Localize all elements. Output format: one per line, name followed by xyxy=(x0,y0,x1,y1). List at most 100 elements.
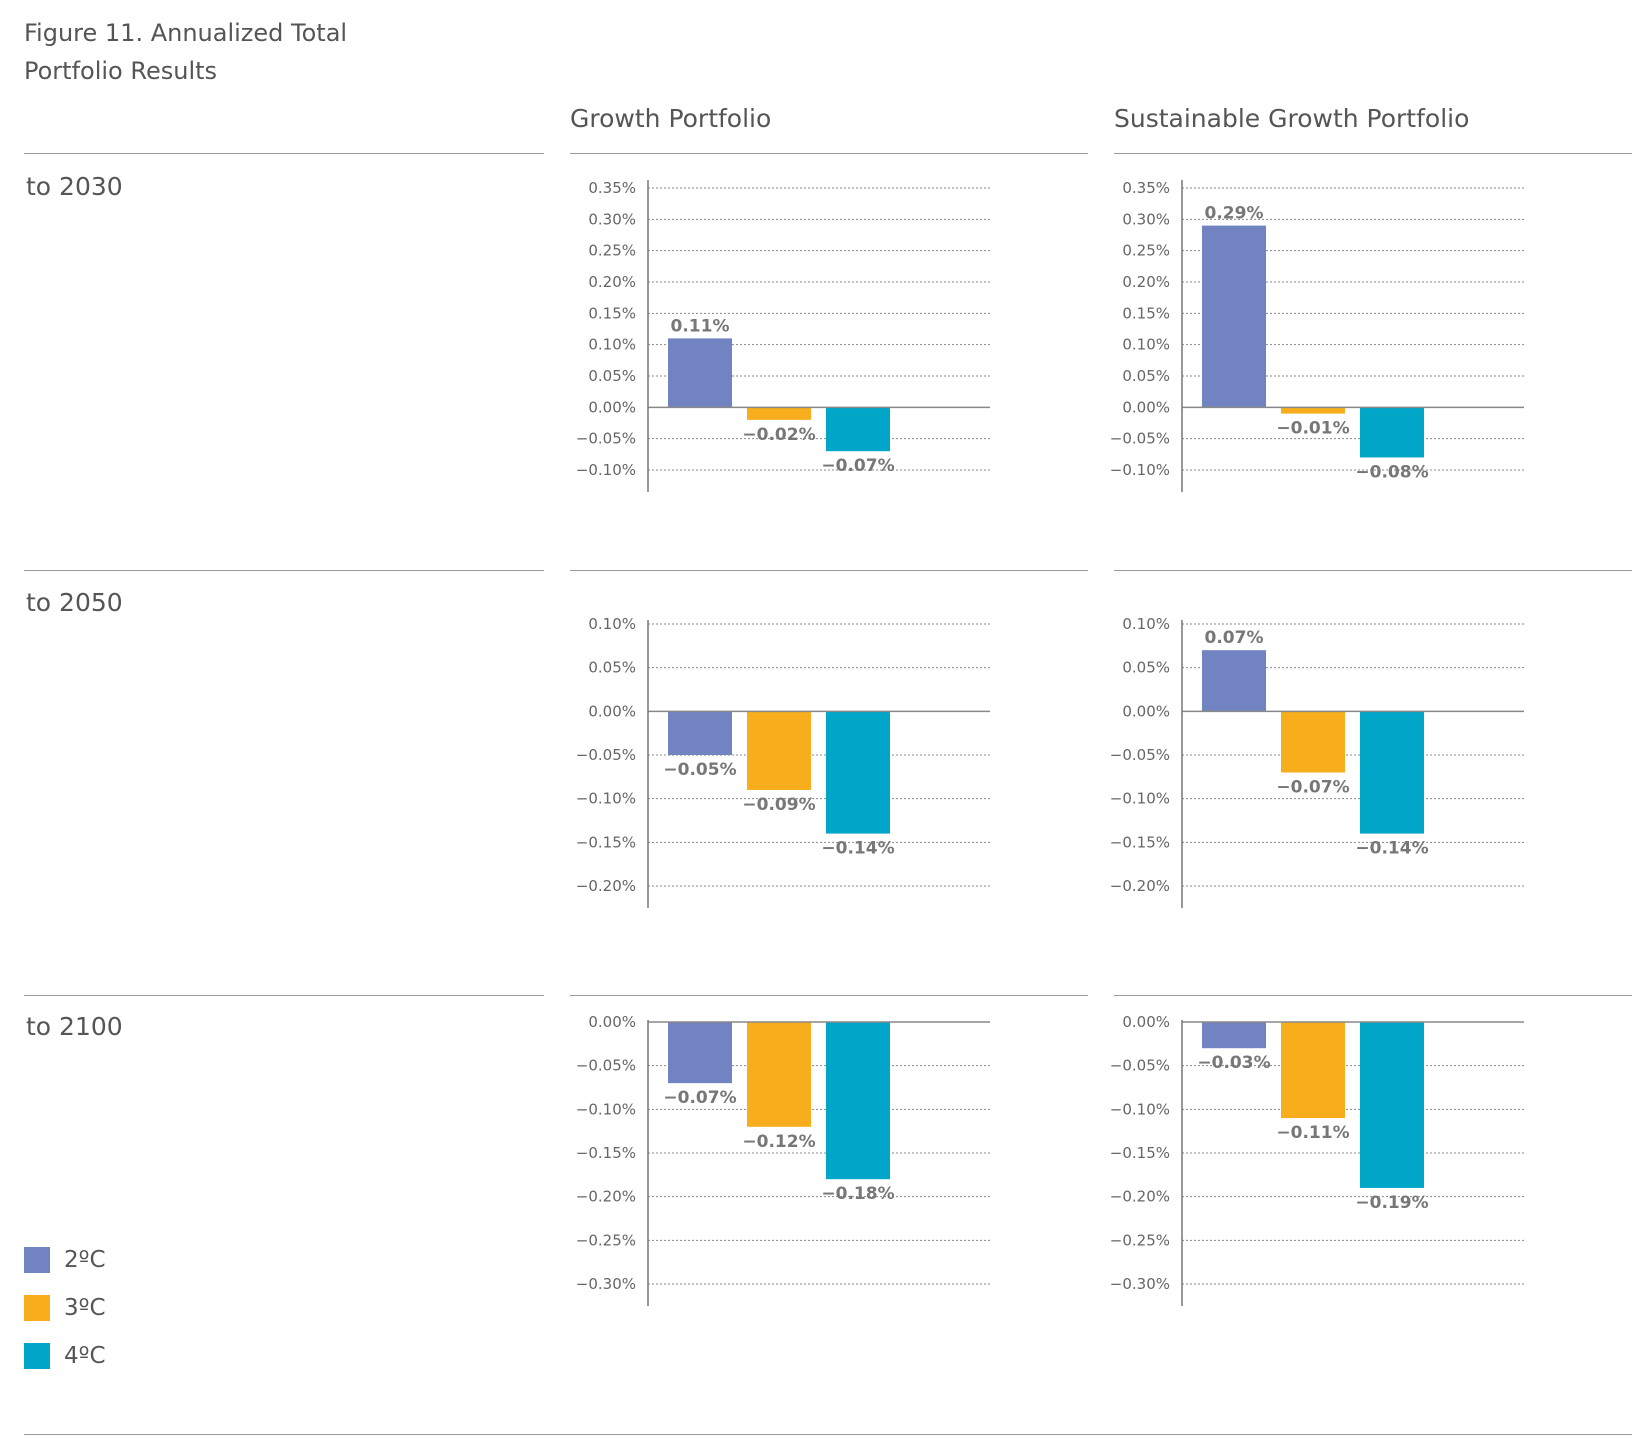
y-tick-label: 0.10% xyxy=(588,336,636,354)
data-label: −0.14% xyxy=(821,839,894,859)
data-label: −0.12% xyxy=(742,1132,815,1152)
y-tick-label: −0.15% xyxy=(1110,833,1170,851)
y-tick-label: −0.25% xyxy=(576,1231,636,1249)
y-tick-label: −0.20% xyxy=(576,877,636,895)
y-tick-label: −0.15% xyxy=(576,1144,636,1162)
data-label: 0.29% xyxy=(1205,204,1264,224)
y-tick-label: 0.35% xyxy=(588,179,636,197)
legend: 2ºC 3ºC 4ºC xyxy=(24,1236,106,1380)
y-tick-label: −0.10% xyxy=(576,790,636,808)
y-tick-label: 0.00% xyxy=(588,398,636,416)
legend-swatch-3c xyxy=(24,1295,50,1321)
data-label: −0.09% xyxy=(742,795,815,815)
bar xyxy=(1202,1022,1266,1049)
bar xyxy=(1360,407,1424,458)
bar xyxy=(668,1022,732,1084)
y-tick-label: 0.00% xyxy=(588,702,636,720)
y-tick-label: 0.10% xyxy=(1122,615,1170,633)
y-tick-label: 0.05% xyxy=(588,659,636,677)
y-tick-label: −0.10% xyxy=(1110,1100,1170,1118)
data-label: 0.11% xyxy=(671,316,730,336)
data-label: 0.07% xyxy=(1205,628,1264,648)
chart-2030-growth: 0.35% 0.30% 0.25% 0.20% 0.15% 0.10% 0.05% 0.00%… xyxy=(576,179,990,492)
bar xyxy=(668,711,732,755)
divider xyxy=(570,153,1088,154)
y-tick-label: −0.05% xyxy=(576,746,636,764)
bar xyxy=(1281,1022,1345,1119)
figure-title-line1: Figure 11. Annualized Total xyxy=(24,19,348,47)
y-tick-label: 0.10% xyxy=(1122,336,1170,354)
chart-2050-growth: 0.10% 0.05% 0.00% −0.05% −0.10% −0.15% −0.20% −… xyxy=(576,615,990,908)
data-label: −0.03% xyxy=(1197,1053,1270,1073)
data-label: −0.05% xyxy=(663,760,736,780)
y-tick-label: 0.20% xyxy=(588,273,636,291)
y-tick-label: 0.15% xyxy=(1122,304,1170,322)
divider xyxy=(1114,570,1632,571)
divider xyxy=(24,570,544,571)
y-tick-label: 0.00% xyxy=(588,1013,636,1031)
y-tick-label: 0.00% xyxy=(1122,1013,1170,1031)
legend-label: 2ºC xyxy=(64,1247,106,1273)
divider xyxy=(24,995,544,996)
divider xyxy=(24,1434,1632,1435)
y-tick-label: −0.20% xyxy=(1110,877,1170,895)
y-tick-label: −0.05% xyxy=(576,1057,636,1075)
legend-label: 4ºC xyxy=(64,1343,106,1369)
data-label: −0.08% xyxy=(1355,462,1428,482)
bar xyxy=(1202,225,1266,408)
bar xyxy=(1360,1022,1424,1188)
divider xyxy=(570,995,1088,996)
y-tick-label: 0.05% xyxy=(1122,659,1170,677)
legend-swatch-2c xyxy=(24,1247,50,1273)
legend-label: 3ºC xyxy=(64,1295,106,1321)
bar xyxy=(1202,650,1266,712)
y-tick-label: −0.10% xyxy=(1110,790,1170,808)
y-tick-label: −0.15% xyxy=(576,833,636,851)
data-label: −0.07% xyxy=(821,456,894,476)
figure-title-line2: Portfolio Results xyxy=(24,57,218,85)
y-tick-label: 0.00% xyxy=(1122,398,1170,416)
data-label: −0.02% xyxy=(742,425,815,445)
y-tick-label: 0.30% xyxy=(1122,210,1170,228)
data-label: −0.18% xyxy=(821,1184,894,1204)
y-tick-label: −0.10% xyxy=(1110,461,1170,479)
y-tick-label: 0.15% xyxy=(588,304,636,322)
legend-item: 4ºC xyxy=(24,1332,106,1380)
divider xyxy=(24,153,544,154)
data-label: −0.01% xyxy=(1276,419,1349,439)
y-tick-label: −0.05% xyxy=(576,430,636,448)
divider xyxy=(1114,995,1632,996)
y-tick-label: 0.25% xyxy=(1122,242,1170,260)
chart-2050-sustainable-growth: 0.10% 0.05% 0.00% −0.05% −0.10% −0.15% −0.20% 0… xyxy=(1110,615,1524,908)
y-tick-label: −0.15% xyxy=(1110,1144,1170,1162)
y-tick-label: 0.00% xyxy=(1122,702,1170,720)
row-label-2030: to 2030 xyxy=(26,172,123,201)
bar xyxy=(826,407,890,452)
legend-item: 2ºC xyxy=(24,1236,106,1284)
divider xyxy=(570,570,1088,571)
bar xyxy=(1360,711,1424,834)
bar xyxy=(1281,407,1345,414)
bar xyxy=(668,338,732,408)
y-tick-label: −0.05% xyxy=(1110,1057,1170,1075)
chart-2030-sustainable-growth: 0.35% 0.30% 0.25% 0.20% 0.15% 0.10% 0.05% 0.00%… xyxy=(1110,179,1524,492)
y-tick-label: 0.05% xyxy=(1122,367,1170,385)
y-tick-label: −0.05% xyxy=(1110,746,1170,764)
chart-2100-sustainable-growth: 0.00% −0.05% −0.10% −0.15% −0.20% −0.25% −0.30… xyxy=(1110,1013,1524,1306)
legend-item: 3ºC xyxy=(24,1284,106,1332)
y-tick-label: 0.10% xyxy=(588,615,636,633)
y-tick-label: −0.05% xyxy=(1110,430,1170,448)
data-label: −0.14% xyxy=(1355,839,1428,859)
figure-title: Figure 11. Annualized Total Portfolio Re… xyxy=(24,14,347,90)
data-label: −0.07% xyxy=(663,1088,736,1108)
y-tick-label: −0.25% xyxy=(1110,1231,1170,1249)
y-tick-label: −0.20% xyxy=(1110,1188,1170,1206)
y-tick-label: 0.05% xyxy=(588,367,636,385)
y-tick-label: −0.30% xyxy=(576,1275,636,1293)
y-tick-label: 0.30% xyxy=(588,210,636,228)
y-tick-label: −0.10% xyxy=(576,461,636,479)
bar xyxy=(747,1022,811,1127)
bar xyxy=(826,1022,890,1180)
column-header-sustainable-growth: Sustainable Growth Portfolio xyxy=(1114,104,1470,133)
bar xyxy=(747,711,811,790)
